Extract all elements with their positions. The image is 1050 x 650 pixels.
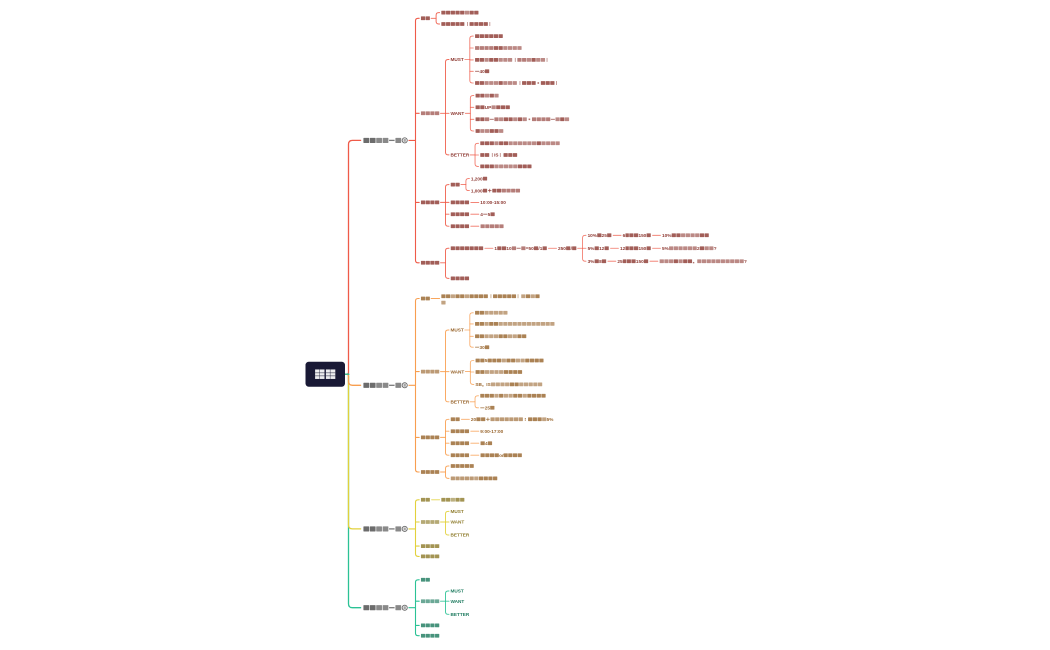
svg-text:or: or [499, 453, 504, 458]
svg-text:9:00-17:00: 9:00-17:00 [480, 429, 503, 434]
svg-text:150: 150 [638, 233, 646, 238]
svg-text:MUST: MUST [451, 589, 464, 594]
svg-text:1,200: 1,200 [471, 176, 483, 181]
svg-text:BETTER: BETTER [451, 533, 470, 538]
svg-text:IS: IS [494, 153, 498, 158]
svg-text:MUST: MUST [451, 57, 464, 62]
svg-text:250: 250 [558, 246, 566, 251]
svg-text:10%: 10% [662, 233, 672, 238]
svg-text:BETTER: BETTER [451, 399, 470, 404]
svg-text:=50: =50 [526, 246, 534, 251]
svg-text:5%: 5% [547, 417, 555, 422]
svg-text:5%: 5% [662, 246, 670, 251]
svg-text:10%: 10% [588, 233, 598, 238]
svg-text:UP: UP [485, 105, 492, 110]
svg-text:30: 30 [480, 345, 486, 350]
svg-text:25: 25 [602, 233, 608, 238]
svg-text:12: 12 [599, 246, 605, 251]
svg-text:25: 25 [485, 405, 491, 410]
svg-text:2: 2 [697, 246, 700, 251]
svg-text:MUST: MUST [451, 509, 464, 514]
svg-text:WANT: WANT [451, 520, 465, 525]
svg-text:150: 150 [638, 246, 646, 251]
svg-text:6: 6 [623, 233, 626, 238]
svg-text:BETTER: BETTER [451, 612, 470, 617]
svg-text:?: ? [744, 259, 747, 264]
svg-text:10:00-15:00: 10:00-15:00 [480, 200, 506, 205]
svg-text:4: 4 [480, 212, 483, 217]
svg-text:/1: /1 [538, 246, 542, 251]
svg-text:/: / [571, 246, 573, 251]
svg-text:12: 12 [620, 246, 626, 251]
svg-text:1: 1 [494, 246, 497, 251]
svg-text:BETTER: BETTER [451, 153, 470, 158]
svg-text:5%: 5% [588, 246, 596, 251]
svg-text:?: ? [714, 246, 717, 251]
svg-text:5: 5 [488, 212, 491, 217]
svg-text:1,000: 1,000 [471, 188, 483, 193]
svg-text:WANT: WANT [451, 599, 465, 604]
svg-text:25: 25 [617, 259, 623, 264]
svg-text:8: 8 [599, 259, 602, 264]
svg-text:20: 20 [471, 417, 477, 422]
svg-text:WANT: WANT [451, 111, 465, 116]
svg-text:MUST: MUST [451, 328, 464, 333]
svg-text:SB: SB [475, 382, 482, 387]
svg-text:5: 5 [485, 358, 488, 363]
svg-text:150: 150 [636, 259, 644, 264]
svg-text:40: 40 [480, 69, 486, 74]
svg-text:WANT: WANT [451, 369, 465, 374]
svg-text:3%: 3% [588, 259, 596, 264]
svg-text:10: 10 [506, 246, 512, 251]
svg-text:4: 4 [485, 441, 488, 446]
svg-text:IS: IS [486, 382, 490, 387]
